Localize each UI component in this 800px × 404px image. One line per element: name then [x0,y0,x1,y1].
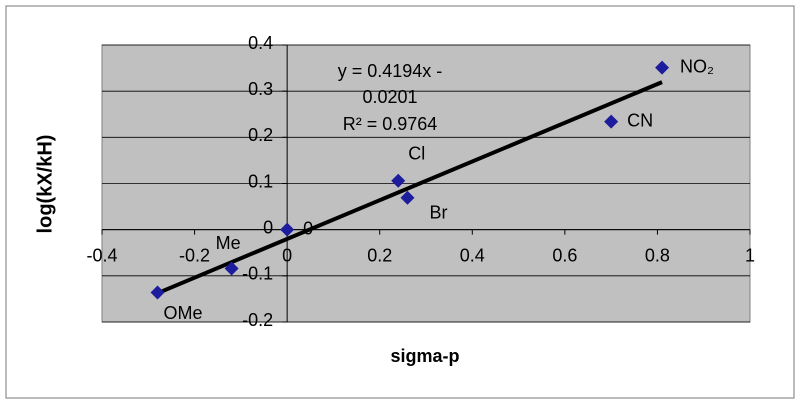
trendline-equation: y = 0.4194x - [338,61,443,81]
y-tick-label: 0.3 [248,79,273,99]
data-point [391,173,406,188]
point-label: 0 [303,218,313,238]
x-tick-label: -0.2 [179,245,210,265]
data-point [150,285,165,300]
data-point [280,222,295,237]
x-tick-label: 0.6 [552,245,577,265]
y-tick-label: 0 [263,217,273,237]
point-label: Br [429,203,447,223]
data-point [400,190,415,205]
point-label: OMe [164,303,203,323]
y-tick-label: -0.2 [242,310,273,330]
point-label: CN [627,110,653,130]
point-label: NO₂ [680,56,714,76]
point-label: Cl [408,143,425,163]
data-point [655,60,670,75]
trendline-equation: 0.0201 [362,87,417,107]
data-point [604,114,619,129]
y-tick-label: 0.2 [248,125,273,145]
trendline-equation: R² = 0.9764 [343,114,438,134]
y-tick-label: -0.1 [242,264,273,284]
x-tick-label: 0.4 [460,245,485,265]
x-tick-label: 0.8 [645,245,670,265]
x-tick-label: 0.2 [367,245,392,265]
point-label: Me [216,233,241,253]
trendline [156,80,663,296]
y-tick-label: 0.4 [248,33,273,53]
y-tick-label: 0.1 [248,171,273,191]
x-tick-label: -0.4 [86,245,117,265]
x-tick-label: 1 [745,245,755,265]
data-point [224,261,239,276]
y-axis-title: log(kX/kH) [34,135,56,234]
x-axis-title: sigma-p [390,346,459,366]
